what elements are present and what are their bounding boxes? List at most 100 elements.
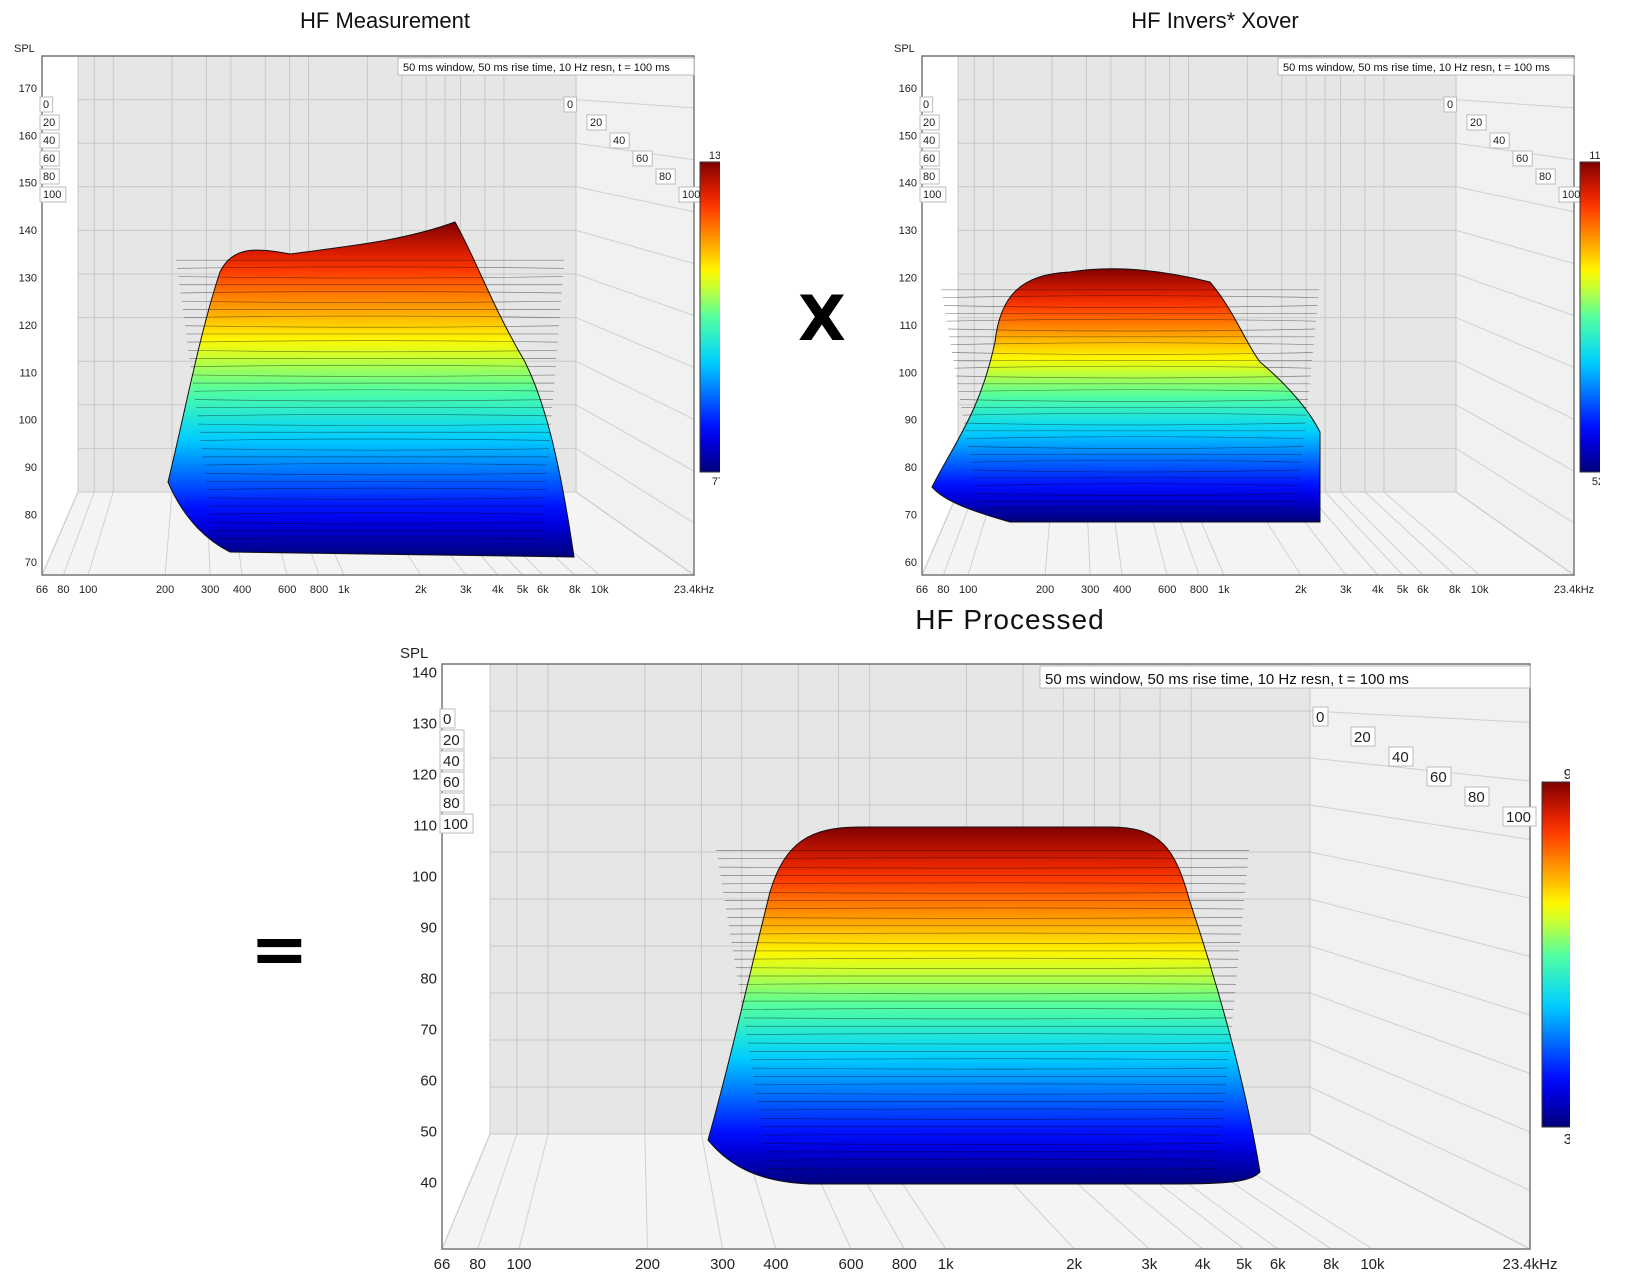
grid-line-side (1309, 945, 1531, 1016)
surface-slice (723, 891, 1246, 894)
surface-slice (190, 364, 556, 368)
grid-line-floor (477, 1133, 518, 1250)
colorbar-min-label: 39 (1564, 1131, 1570, 1148)
time-tick-box-left (39, 168, 60, 185)
time-tick-label-left: 20 (443, 732, 460, 749)
time-tick-box-left (39, 114, 60, 131)
grid-line-floor (644, 1133, 648, 1250)
surface-slice (752, 1067, 1228, 1070)
time-tick-label: 100 (1506, 809, 1531, 826)
x-tick-label: 8k (569, 584, 581, 596)
time-tick-box (609, 132, 630, 149)
surface-slice (760, 1118, 1223, 1120)
time-tick-box-left (439, 813, 474, 834)
time-tick-box-left (919, 168, 940, 185)
y-axis-label: SPL (894, 43, 915, 55)
grid-line-side (1455, 229, 1575, 265)
y-tick-label: 40 (420, 1174, 437, 1191)
surface-slice (967, 446, 1304, 449)
y-tick-label: 50 (420, 1123, 437, 1140)
x-tick-label: 1k (1218, 584, 1230, 596)
y-tick-label: 120 (899, 272, 917, 284)
time-tick-box-left (439, 729, 465, 750)
surface-slice (181, 300, 562, 304)
surface-slice (187, 340, 558, 343)
x-tick-label: 23.4kHz (1554, 584, 1594, 596)
time-tick-label: 0 (1447, 99, 1453, 111)
time-tick-label: 80 (1539, 171, 1551, 183)
surface-slice (213, 536, 542, 540)
grid-line-floor (921, 491, 959, 576)
time-tick-label-left: 80 (923, 171, 935, 183)
surface-slice (734, 957, 1239, 960)
surface-slice (200, 438, 550, 441)
y-tick-label: 130 (19, 272, 37, 284)
y-tick-label: 130 (899, 225, 917, 237)
equals-operator: = (250, 908, 309, 990)
chart-title-hf-measurement: HF Measurement (300, 8, 470, 33)
time-tick-box (632, 150, 653, 167)
y-tick-label: 60 (905, 557, 917, 569)
time-tick-box (1312, 706, 1329, 727)
surface-slice (177, 266, 564, 269)
surface-slice (975, 493, 1299, 496)
time-tick-box-left (39, 96, 54, 113)
grid-line-floor (1455, 491, 1575, 576)
surface-slice (198, 423, 552, 426)
grid-line-side (1309, 898, 1531, 957)
x-tick-label: 5k (517, 584, 529, 596)
y-tick-label: 140 (412, 664, 437, 681)
time-tick-label-left: 0 (43, 99, 49, 111)
y-tick-label: 80 (905, 462, 917, 474)
time-tick-box-left (39, 132, 60, 149)
y-tick-label: 60 (420, 1072, 437, 1089)
surface-slice (204, 472, 548, 476)
surface-slice (963, 422, 1306, 426)
grid-line-side (575, 186, 695, 213)
x-tick-label: 80 (937, 584, 949, 596)
y-tick-label: 90 (420, 919, 437, 936)
grid-line-floor (41, 491, 79, 576)
grid-line-floor (575, 491, 695, 576)
y-tick-label: 130 (412, 715, 437, 732)
surface-slice (750, 1058, 1229, 1061)
surface-slice (727, 917, 1243, 919)
time-tick-label: 60 (1516, 153, 1528, 165)
grid-line-side (575, 99, 695, 109)
time-tick-box (1502, 806, 1537, 827)
time-tick-label: 60 (1430, 769, 1447, 786)
x-tick-label: 100 (506, 1256, 531, 1272)
time-tick-box (1466, 114, 1487, 131)
time-tick-label-left: 80 (443, 795, 460, 812)
surface-slice (946, 318, 1317, 322)
y-tick-label: 170 (19, 83, 37, 95)
plot-frame (921, 55, 1575, 576)
grid-line-side (1455, 447, 1575, 524)
grid-line-side (1455, 360, 1575, 420)
grid-line-side (1455, 186, 1575, 213)
y-tick-label: 110 (413, 817, 437, 834)
time-tick-box-left (919, 96, 934, 113)
x-tick-label: 1k (938, 1256, 954, 1272)
surface-slice (203, 463, 548, 466)
colorbar-max-label: 137 (709, 150, 720, 162)
x-tick-label: 23.4kHz (1502, 1256, 1557, 1272)
info-text: 50 ms window, 50 ms rise time, 10 Hz res… (1045, 671, 1409, 688)
y-tick-label: 120 (19, 320, 37, 332)
surface-slice (739, 992, 1236, 995)
surface-slice (184, 325, 560, 328)
y-tick-label: 150 (899, 130, 917, 142)
x-tick-label: 4k (492, 584, 504, 596)
x-tick-label: 300 (201, 584, 219, 596)
time-tick-label: 80 (659, 171, 671, 183)
grid-line-floor (1309, 1133, 1531, 1250)
time-tick-box-left (919, 114, 940, 131)
grid-line-side (1309, 1039, 1531, 1133)
colorbar (699, 161, 720, 473)
time-tick-label-left: 100 (43, 189, 61, 201)
grid-line-side (1309, 1086, 1531, 1191)
surface-slice (738, 983, 1236, 985)
surface-slice (943, 305, 1318, 308)
grid-line-floor (1383, 491, 1480, 576)
y-tick-label: 100 (899, 367, 917, 379)
